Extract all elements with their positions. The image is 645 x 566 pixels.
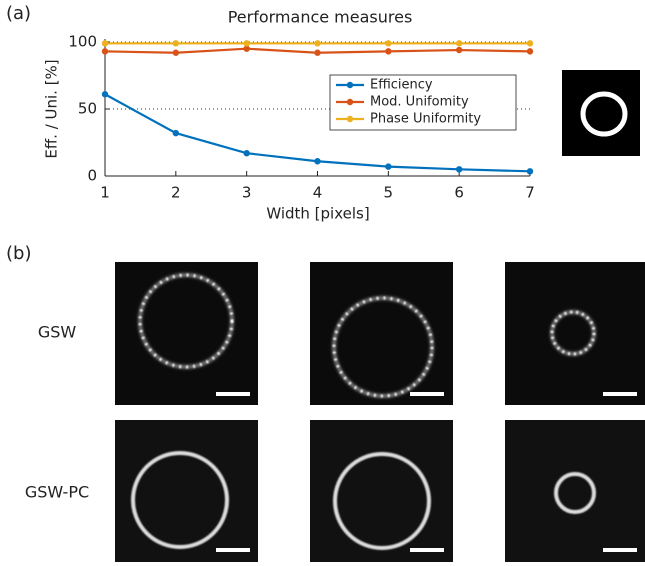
- image: [310, 262, 453, 405]
- image: [115, 420, 258, 562]
- data-point: [456, 40, 462, 46]
- y-axis-label: Eff. / Uni. [%]: [43, 59, 61, 158]
- x-tick-label: 7: [525, 184, 535, 202]
- y-tick-label: 0: [87, 167, 97, 185]
- data-point: [102, 91, 108, 97]
- figure: (a) (b) Performance measures Width [pixe…: [0, 0, 645, 562]
- y-tick-label: 100: [68, 33, 97, 51]
- data-point: [102, 48, 108, 54]
- legend-label: Mod. Unifomity: [370, 95, 469, 110]
- data-point: [173, 130, 179, 136]
- data-point: [527, 168, 533, 174]
- x-tick-label: 6: [454, 184, 464, 202]
- data-point: [456, 166, 462, 172]
- legend-swatch: [347, 116, 353, 122]
- legend-swatch: [347, 99, 353, 105]
- data-point: [314, 50, 320, 56]
- legend-label: Efficiency: [370, 78, 433, 93]
- data-point: [527, 48, 533, 54]
- x-tick-label: 3: [242, 184, 252, 202]
- x-tick-label: 1: [100, 184, 110, 202]
- x-tick-label: 5: [384, 184, 394, 202]
- x-tick-label: 4: [313, 184, 323, 202]
- inset-image: [562, 70, 640, 156]
- image: [505, 262, 645, 405]
- data-point: [173, 50, 179, 56]
- data-point: [243, 40, 249, 46]
- chart-title: Performance measures: [228, 8, 413, 27]
- data-point: [314, 158, 320, 164]
- image: [310, 420, 453, 562]
- panel-label: (b): [6, 243, 31, 264]
- image: [115, 262, 258, 405]
- legend-swatch: [347, 82, 353, 88]
- data-point: [385, 48, 391, 54]
- panel-label: (a): [6, 3, 31, 24]
- row-label: GSW-PC: [25, 483, 89, 502]
- image-grid: [115, 262, 645, 562]
- data-point: [385, 163, 391, 169]
- data-point: [173, 40, 179, 46]
- x-tick-label: 2: [171, 184, 181, 202]
- x-axis-label: Width [pixels]: [266, 205, 369, 223]
- y-tick-label: 50: [78, 100, 97, 118]
- legend-label: Phase Uniformity: [370, 112, 481, 127]
- data-point: [243, 150, 249, 156]
- row-label: GSW: [38, 323, 77, 342]
- data-point: [314, 40, 320, 46]
- data-point: [385, 40, 391, 46]
- image: [505, 420, 645, 562]
- data-point: [456, 47, 462, 53]
- data-point: [102, 40, 108, 46]
- data-point: [527, 40, 533, 46]
